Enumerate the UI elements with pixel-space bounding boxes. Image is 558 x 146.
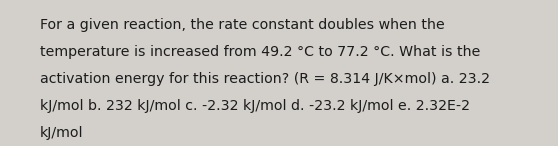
Text: For a given reaction, the rate constant doubles when the: For a given reaction, the rate constant … (40, 18, 445, 32)
Text: kJ/mol: kJ/mol (40, 126, 84, 140)
Text: temperature is increased from 49.2 °C to 77.2 °C. What is the: temperature is increased from 49.2 °C to… (40, 45, 480, 59)
Text: kJ/mol b. 232 kJ/mol c. -2.32 kJ/mol d. -23.2 kJ/mol e. 2.32E-2: kJ/mol b. 232 kJ/mol c. -2.32 kJ/mol d. … (40, 99, 470, 113)
Text: activation energy for this reaction? (R = 8.314 J/K×mol) a. 23.2: activation energy for this reaction? (R … (40, 72, 490, 86)
